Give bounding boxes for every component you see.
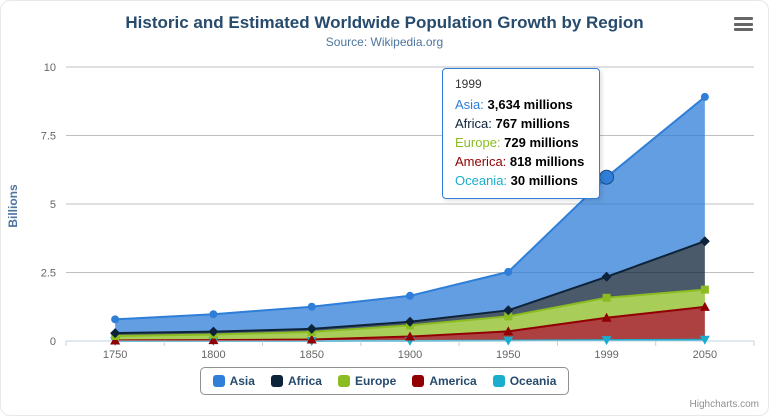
x-axis-tick-label: 1750 — [103, 349, 127, 361]
marker-america[interactable] — [601, 312, 612, 322]
x-axis-tick-label: 1999 — [594, 349, 618, 361]
legend-box: Asia Africa Europe America Oceania — [199, 367, 570, 395]
credits-link[interactable]: Highcharts.com — [689, 399, 759, 410]
tooltip-row-asia: Asia: 3,634 millions — [455, 97, 573, 112]
legend-item-america[interactable]: America — [412, 374, 477, 388]
legend-symbol-oceania — [492, 375, 505, 387]
legend-label: Africa — [287, 374, 322, 388]
legend-label: Oceania — [509, 374, 557, 388]
marker-europe[interactable] — [700, 285, 709, 294]
marker-africa[interactable] — [699, 236, 710, 247]
y-axis-tick-label: 7.5 — [41, 131, 56, 143]
x-axis-tick-label: 1900 — [398, 349, 422, 361]
chart-title: Historic and Estimated Worldwide Populat… — [125, 13, 644, 32]
export-menu-button[interactable] — [734, 17, 753, 31]
tooltip-rows: Asia: 3,634 millions Africa: 767 millions… — [455, 95, 587, 190]
marker-oceania[interactable] — [601, 336, 612, 346]
marker-europe[interactable] — [602, 293, 611, 302]
marker-asia[interactable] — [111, 315, 120, 324]
legend-symbol-europe — [337, 375, 350, 387]
marker-africa[interactable] — [503, 305, 514, 316]
area-asia[interactable] — [115, 96, 705, 334]
tooltip-header: 1999 — [455, 77, 482, 91]
area-africa[interactable] — [115, 241, 705, 336]
marker-asia[interactable] — [307, 302, 316, 311]
marker-oceania[interactable] — [699, 335, 710, 345]
tooltip-row-europe: Europe: 729 millions — [455, 135, 579, 150]
legend-item-oceania[interactable]: Oceania — [492, 374, 557, 388]
hamburger-icon — [734, 22, 753, 26]
marker-asia[interactable] — [504, 267, 513, 276]
x-axis-tick-label: 1850 — [299, 349, 323, 361]
marker-africa[interactable] — [208, 326, 219, 337]
tooltip-row-africa: Africa: 767 millions — [455, 116, 570, 131]
y-axis-tick-label: 0 — [50, 336, 56, 348]
legend-label: Europe — [354, 374, 397, 388]
marker-asia[interactable] — [700, 92, 709, 101]
marker-asia[interactable] — [406, 291, 414, 300]
legend-label: America — [429, 374, 477, 388]
marker-africa[interactable] — [601, 271, 612, 282]
tooltip-row-america: America: 818 millions — [455, 154, 585, 169]
marker-oceania[interactable] — [503, 336, 514, 346]
marker-america[interactable] — [405, 331, 415, 341]
legend-symbol-asia — [212, 375, 225, 387]
y-axis-tick-label: 2.5 — [41, 268, 56, 280]
y-axis-tick-label: 10 — [44, 62, 56, 74]
marker-america[interactable] — [208, 335, 219, 345]
marker-africa[interactable] — [110, 328, 121, 339]
marker-america[interactable] — [306, 334, 317, 344]
marker-africa[interactable] — [405, 316, 415, 327]
legend-item-europe[interactable]: Europe — [337, 374, 397, 388]
marker-africa[interactable] — [306, 323, 317, 334]
hovered-point-asia-1999[interactable] — [599, 169, 615, 185]
legend: Asia Africa Europe America Oceania — [1, 367, 768, 395]
legend-symbol-africa — [270, 375, 283, 387]
hamburger-icon — [734, 17, 753, 20]
x-axis-tick-label: 1950 — [496, 349, 520, 361]
legend-symbol-america — [412, 375, 425, 387]
legend-item-africa[interactable]: Africa — [270, 374, 322, 388]
area-america[interactable] — [115, 306, 705, 341]
marker-asia[interactable] — [209, 310, 218, 319]
legend-label: Asia — [229, 374, 255, 388]
tooltip: 1999 Asia: 3,634 millions Africa: 767 mil… — [442, 68, 600, 199]
legend-item-asia[interactable]: Asia — [212, 374, 255, 388]
x-axis-tick-label: 1800 — [201, 349, 225, 361]
marker-america[interactable] — [699, 301, 710, 311]
chart-subtitle: Source: Wikipedia.org — [325, 35, 444, 49]
hamburger-icon — [734, 28, 753, 31]
y-axis-tick-label: 5 — [50, 199, 56, 211]
tooltip-row-oceania: Oceania: 30 millions — [455, 173, 578, 188]
x-axis-tick-label: 2050 — [693, 349, 717, 361]
marker-america[interactable] — [503, 326, 514, 336]
marker-europe[interactable] — [504, 312, 513, 321]
